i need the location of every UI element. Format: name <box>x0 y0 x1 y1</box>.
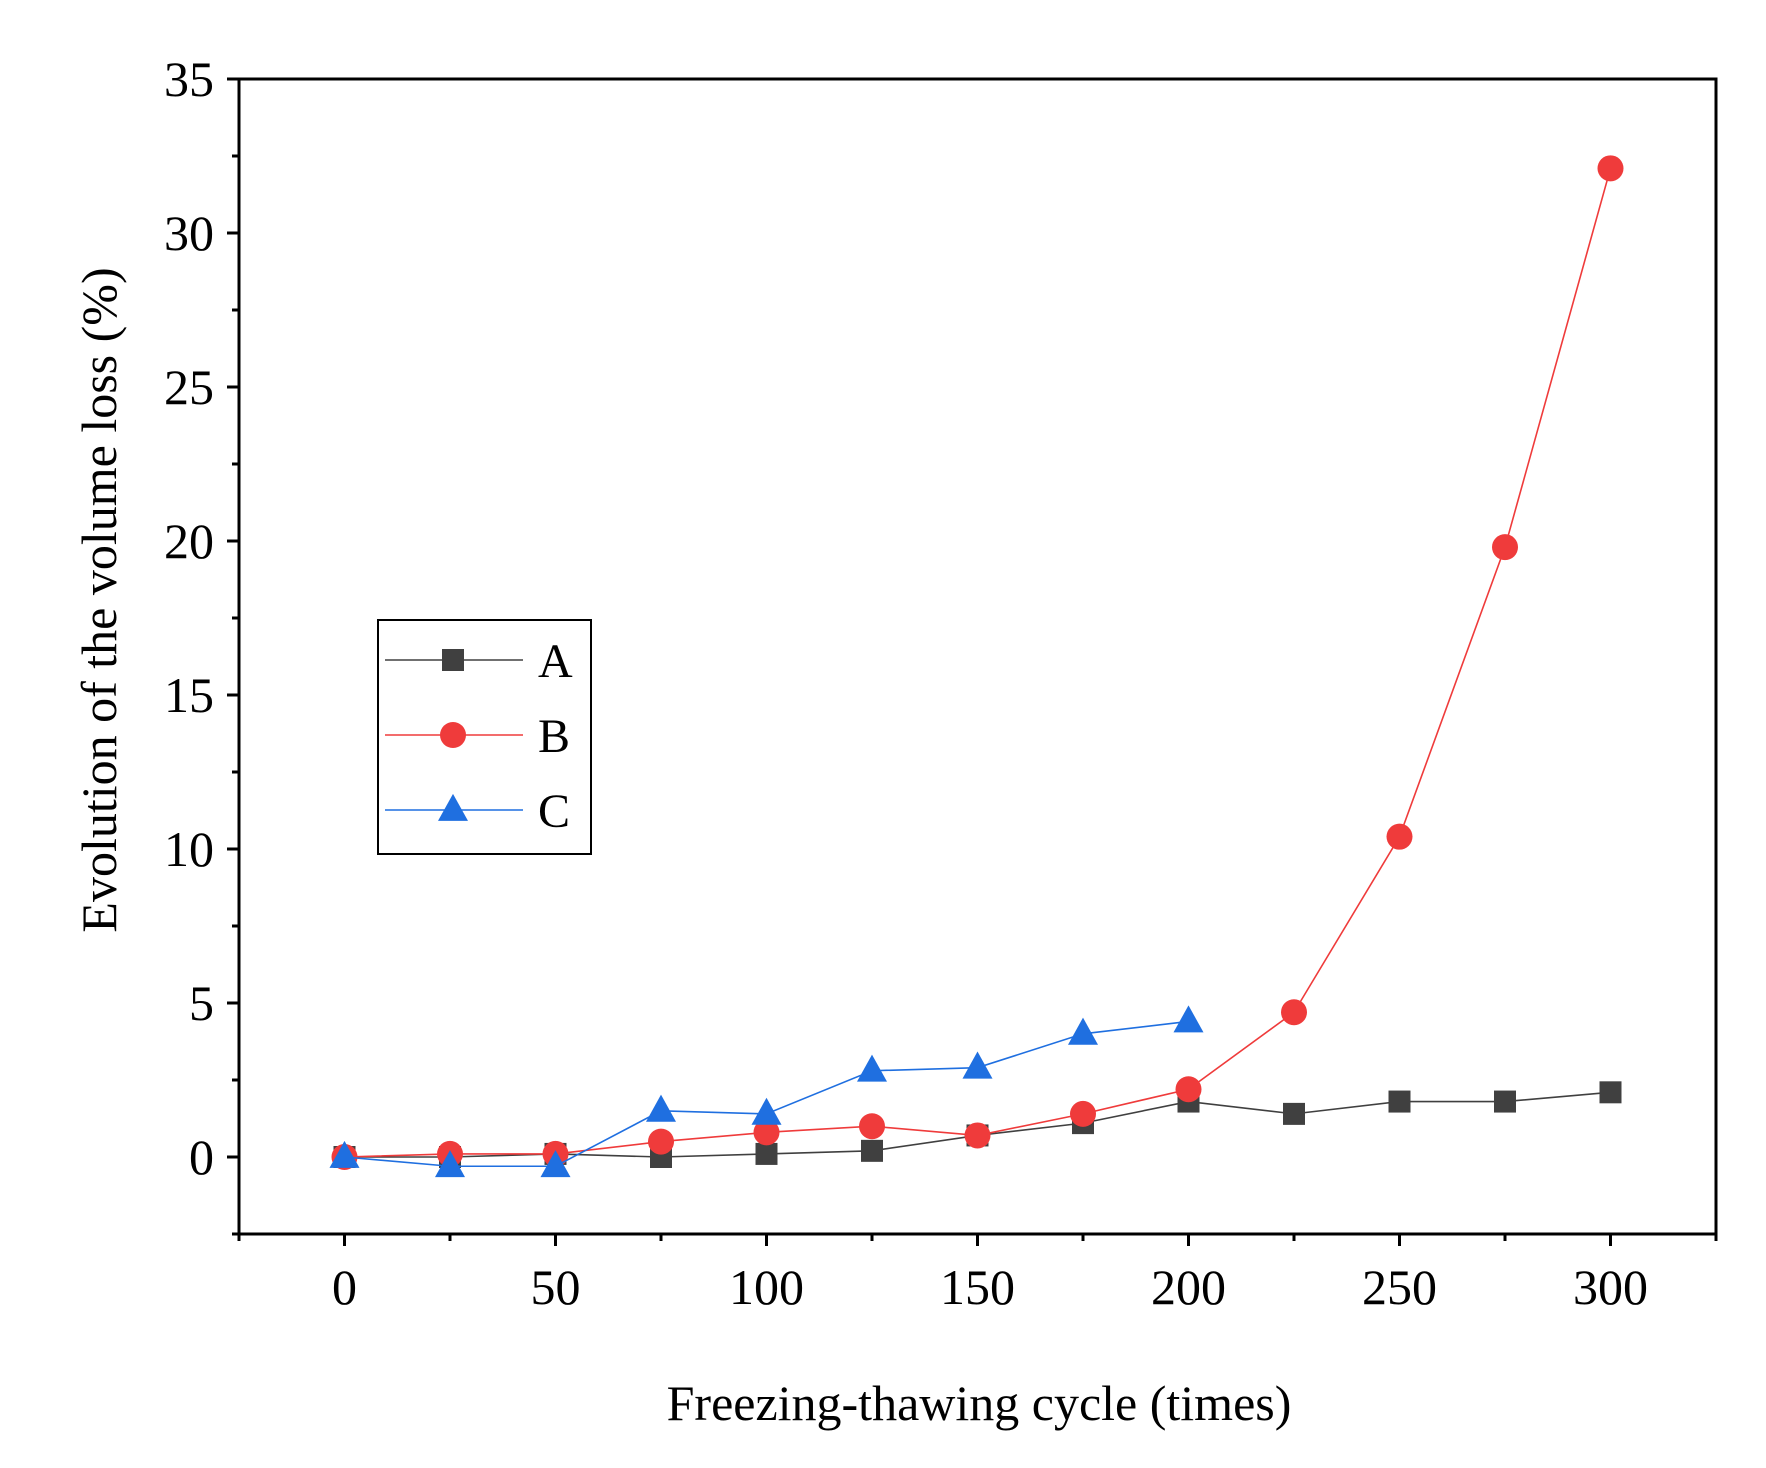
data-point-B <box>1492 534 1518 561</box>
legend-marker-A <box>442 649 464 671</box>
legend-label-B: B <box>538 710 570 763</box>
data-point-C <box>751 1097 782 1125</box>
data-point-A <box>755 1142 778 1165</box>
series-C <box>329 1005 1204 1178</box>
data-point-B <box>1175 1076 1202 1103</box>
data-point-C <box>435 1150 465 1178</box>
y-tick-label: 35 <box>164 51 214 107</box>
legend-item-A: A <box>385 635 573 688</box>
x-tick-label: 250 <box>1362 1259 1437 1315</box>
data-point-A <box>1388 1090 1411 1113</box>
data-point-B <box>964 1122 991 1149</box>
y-tick-label: 5 <box>189 975 214 1031</box>
data-point-A <box>861 1139 883 1162</box>
data-point-C <box>540 1150 571 1178</box>
data-point-A <box>1599 1081 1622 1104</box>
data-point-B <box>1070 1100 1096 1127</box>
y-axis-title: Evolution of the volume loss (%) <box>71 267 127 932</box>
y-tick-label: 30 <box>164 205 214 261</box>
y-tick-label: 15 <box>164 667 214 723</box>
data-point-A <box>1283 1102 1305 1125</box>
axes: 0 50 100 150 200 250 300 0 5 10 15 20 25 30 35 <box>164 51 1718 1315</box>
data-point-C <box>1068 1017 1098 1045</box>
legend-label-A: A <box>538 635 573 688</box>
legend-box <box>377 619 592 855</box>
data-point-C <box>329 1140 360 1168</box>
data-point-B <box>648 1128 674 1155</box>
y-tick-label: 25 <box>164 359 214 415</box>
data-point-B <box>1386 823 1413 850</box>
legend: ABC <box>377 619 592 855</box>
data-point-C <box>1173 1005 1204 1033</box>
data-point-B <box>1597 155 1624 182</box>
x-tick-label: 100 <box>729 1259 804 1315</box>
legend-item-B: B <box>385 710 570 763</box>
y-tick-label: 0 <box>189 1129 214 1185</box>
data-point-B <box>753 1119 780 1146</box>
data-point-C <box>857 1054 887 1082</box>
data-point-B <box>1281 999 1307 1026</box>
data-point-B <box>859 1113 885 1140</box>
legend-marker-B <box>440 722 466 748</box>
legend-label-C: C <box>538 785 570 838</box>
y-tick-label: 10 <box>164 821 214 877</box>
x-tick-label: 50 <box>531 1259 581 1315</box>
data-point-C <box>646 1094 676 1122</box>
data-point-A <box>1494 1090 1516 1113</box>
x-tick-label: 0 <box>332 1259 357 1315</box>
legend-item-C: C <box>385 785 570 838</box>
data-point-C <box>962 1051 993 1079</box>
legend-marker-C <box>438 793 468 821</box>
x-tick-label: 200 <box>1151 1259 1226 1315</box>
x-tick-label: 150 <box>940 1259 1015 1315</box>
x-tick-label: 300 <box>1573 1259 1648 1315</box>
x-axis-title: Freezing-thawing cycle (times) <box>667 1375 1292 1431</box>
series-layer <box>329 155 1624 1178</box>
y-tick-label: 20 <box>164 513 214 569</box>
